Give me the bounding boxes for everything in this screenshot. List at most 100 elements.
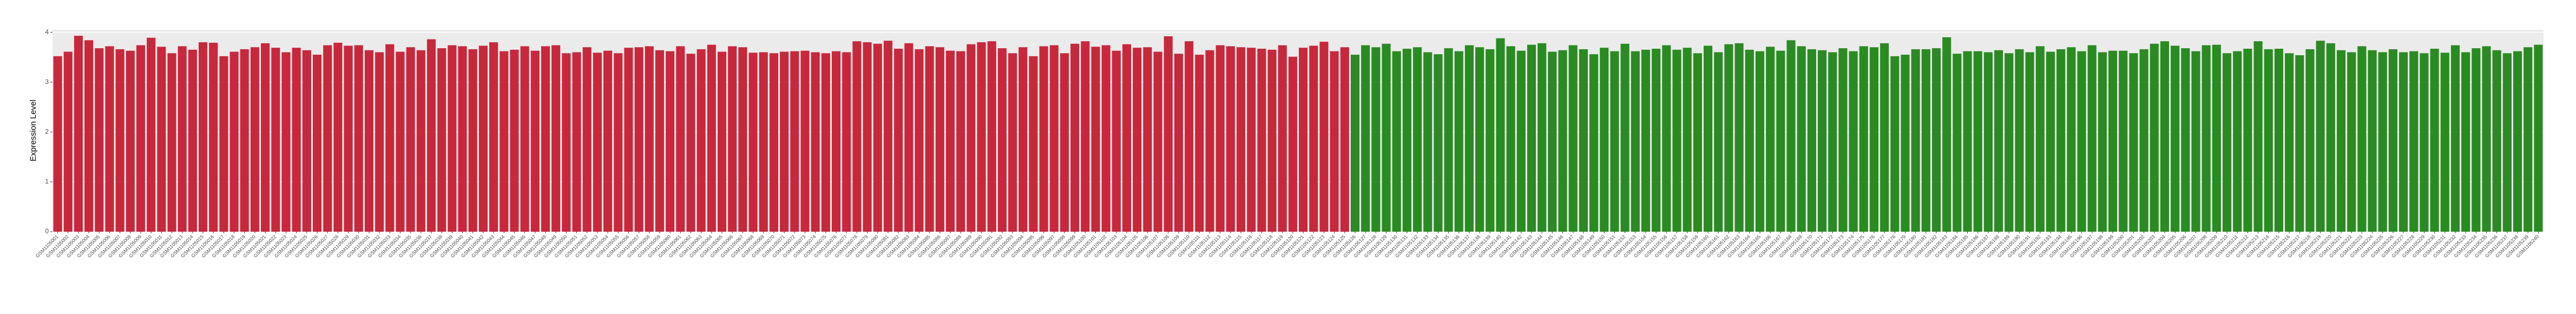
bar [2368, 50, 2377, 232]
y-tick-label: 3 [45, 78, 49, 86]
bar [281, 52, 291, 232]
bar [1195, 55, 1204, 232]
bar [271, 48, 280, 232]
bar [1859, 46, 1868, 232]
bar [2336, 50, 2346, 232]
bar [2357, 46, 2367, 232]
bar [489, 42, 498, 232]
bar [2181, 48, 2190, 232]
bar [759, 52, 768, 232]
panel-background [52, 30, 2544, 232]
bar [1828, 52, 1837, 232]
bar [2482, 46, 2491, 232]
bar [468, 49, 477, 232]
bar [136, 45, 146, 232]
bar [2316, 41, 2325, 232]
bar [748, 53, 758, 232]
bar [2046, 51, 2055, 232]
bar [1299, 48, 1308, 232]
bar [1994, 50, 2003, 232]
bar [250, 47, 260, 232]
bar [1537, 43, 1547, 232]
bar [2430, 48, 2439, 232]
bar [2274, 48, 2283, 232]
y-tick-label: 4 [45, 28, 49, 36]
bar [2056, 49, 2066, 232]
bar [1350, 55, 1360, 232]
bar [945, 50, 955, 232]
bar [1039, 46, 1048, 232]
bar [852, 41, 862, 232]
bar [2378, 52, 2387, 232]
bar [2305, 49, 2315, 232]
bar [1444, 48, 1453, 232]
bar [95, 48, 104, 232]
bar [2005, 53, 2014, 232]
bar [344, 45, 353, 232]
bar [1620, 43, 1629, 232]
bar [1101, 45, 1110, 232]
bar [323, 45, 332, 232]
bar [645, 46, 654, 232]
bar [2171, 45, 2180, 232]
bar [728, 46, 737, 232]
bar [2388, 49, 2397, 232]
bar [1610, 51, 1619, 232]
bar [1434, 54, 1443, 232]
bar [1486, 49, 1495, 232]
bar [63, 51, 73, 232]
bar [1257, 48, 1266, 232]
bar [1402, 48, 1411, 232]
bar [666, 51, 675, 232]
bar [1153, 51, 1162, 232]
bar [2461, 52, 2470, 232]
bar [478, 45, 488, 232]
bar [313, 55, 322, 232]
bar [1081, 41, 1090, 232]
bar [375, 52, 384, 232]
bar [2087, 45, 2097, 232]
bar [2233, 51, 2242, 232]
bar [1589, 54, 1599, 232]
bar [1838, 48, 1848, 232]
bar [1091, 47, 1100, 232]
bar [831, 51, 841, 232]
bar [1122, 44, 1132, 232]
bar [2150, 43, 2159, 232]
bar [790, 51, 799, 232]
bar [2264, 49, 2273, 232]
bar [1475, 47, 1484, 232]
bar [1319, 42, 1329, 232]
bar [582, 47, 592, 232]
bar [1215, 45, 1225, 232]
bar [1423, 52, 1432, 232]
bar [1133, 48, 1142, 232]
bar [1309, 45, 1318, 232]
bar [2409, 51, 2419, 232]
bar [1745, 49, 1754, 232]
bar [634, 47, 643, 232]
bar [655, 50, 665, 232]
bar [1931, 48, 1941, 232]
bar [1807, 49, 1816, 232]
bar [842, 52, 851, 232]
bar [2212, 44, 2221, 232]
bar [1869, 47, 1878, 232]
bar [1164, 36, 1173, 232]
bar [2399, 52, 2408, 232]
bar [883, 41, 892, 232]
bar [2119, 50, 2128, 232]
bar [520, 46, 529, 232]
bar [780, 51, 789, 232]
bar [2129, 53, 2138, 232]
bar [1049, 45, 1059, 232]
bar [333, 42, 343, 232]
bar [977, 42, 986, 232]
bar [1579, 49, 1588, 232]
bar [603, 50, 613, 232]
bar [1226, 46, 1235, 232]
bar [541, 46, 550, 232]
bar [956, 51, 965, 232]
bar [551, 45, 561, 232]
bar [1278, 45, 1287, 232]
